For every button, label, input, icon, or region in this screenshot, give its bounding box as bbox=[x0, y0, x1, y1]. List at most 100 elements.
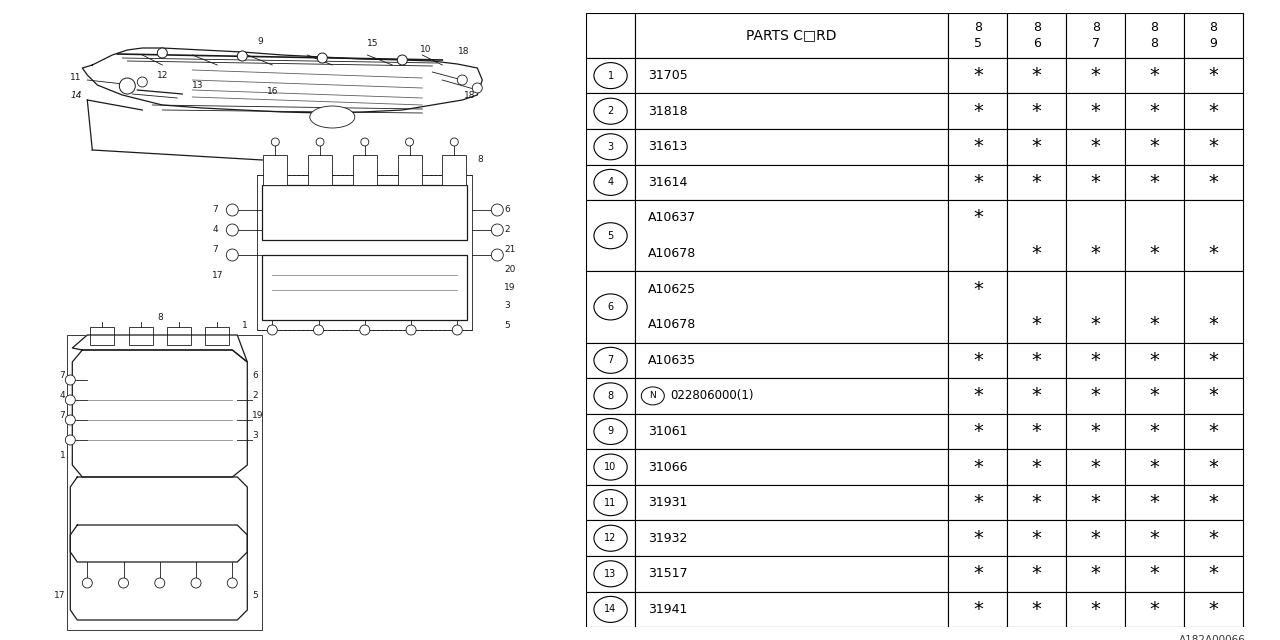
Text: *: * bbox=[973, 493, 983, 512]
Text: *: * bbox=[1208, 387, 1219, 405]
Bar bbox=[1007, 58, 1066, 93]
Circle shape bbox=[119, 78, 136, 94]
Bar bbox=[1125, 485, 1184, 520]
Bar bbox=[948, 520, 1007, 556]
Circle shape bbox=[360, 325, 370, 335]
Bar bbox=[353, 155, 376, 185]
Text: 3: 3 bbox=[504, 301, 509, 310]
Text: 3: 3 bbox=[608, 142, 613, 152]
Text: 18: 18 bbox=[465, 90, 476, 99]
Text: *: * bbox=[1149, 600, 1160, 619]
Text: 15: 15 bbox=[367, 40, 379, 49]
Text: 31705: 31705 bbox=[648, 69, 687, 82]
Text: *: * bbox=[1208, 173, 1219, 192]
Bar bbox=[1007, 13, 1066, 58]
Bar bbox=[1184, 556, 1243, 591]
Text: A10635: A10635 bbox=[648, 354, 696, 367]
Text: *: * bbox=[973, 173, 983, 192]
Text: 31931: 31931 bbox=[648, 496, 687, 509]
Circle shape bbox=[82, 578, 92, 588]
Bar bbox=[586, 164, 635, 200]
Circle shape bbox=[271, 138, 279, 146]
Bar bbox=[1066, 129, 1125, 164]
Text: *: * bbox=[973, 564, 983, 583]
Text: *: * bbox=[1091, 244, 1101, 263]
Text: *: * bbox=[1091, 316, 1101, 334]
Bar bbox=[635, 520, 948, 556]
Bar bbox=[1007, 378, 1066, 413]
Bar bbox=[635, 164, 948, 200]
Text: *: * bbox=[973, 600, 983, 619]
Bar bbox=[948, 164, 1007, 200]
Text: PARTS C□RD: PARTS C□RD bbox=[746, 28, 837, 42]
Bar bbox=[948, 129, 1007, 164]
Text: *: * bbox=[1091, 458, 1101, 477]
Bar bbox=[635, 413, 948, 449]
Text: 8: 8 bbox=[1151, 37, 1158, 50]
Text: 9: 9 bbox=[608, 426, 613, 436]
Bar bbox=[1184, 93, 1243, 129]
Bar bbox=[166, 327, 191, 345]
Text: *: * bbox=[1208, 316, 1219, 334]
Text: A182A00066: A182A00066 bbox=[1179, 636, 1245, 640]
Text: 31941: 31941 bbox=[648, 603, 687, 616]
Bar bbox=[948, 342, 1007, 378]
Bar bbox=[1066, 271, 1125, 342]
Text: *: * bbox=[1091, 600, 1101, 619]
Bar bbox=[1184, 342, 1243, 378]
Text: *: * bbox=[1208, 493, 1219, 512]
Bar bbox=[635, 556, 948, 591]
Text: *: * bbox=[1208, 244, 1219, 263]
Text: *: * bbox=[1032, 244, 1042, 263]
Text: *: * bbox=[1091, 422, 1101, 441]
Bar bbox=[1007, 485, 1066, 520]
Text: *: * bbox=[1149, 529, 1160, 548]
Bar bbox=[1066, 520, 1125, 556]
Bar bbox=[128, 327, 152, 345]
Text: *: * bbox=[973, 458, 983, 477]
Text: 31818: 31818 bbox=[648, 105, 687, 118]
Bar bbox=[586, 271, 635, 342]
Bar bbox=[1066, 591, 1125, 627]
Text: A10678: A10678 bbox=[648, 247, 696, 260]
Text: 17: 17 bbox=[212, 271, 224, 280]
Text: *: * bbox=[1091, 493, 1101, 512]
Circle shape bbox=[237, 51, 247, 61]
Text: *: * bbox=[973, 529, 983, 548]
Bar bbox=[1066, 342, 1125, 378]
Text: 8: 8 bbox=[1092, 21, 1100, 34]
Bar bbox=[1125, 129, 1184, 164]
Text: 20: 20 bbox=[504, 266, 516, 275]
Text: A10678: A10678 bbox=[648, 318, 696, 332]
Text: *: * bbox=[1032, 493, 1042, 512]
Bar bbox=[1125, 413, 1184, 449]
Text: 9: 9 bbox=[1210, 37, 1217, 50]
Bar bbox=[398, 155, 421, 185]
Text: 4: 4 bbox=[212, 225, 218, 234]
Text: 7: 7 bbox=[608, 355, 613, 365]
Bar bbox=[948, 449, 1007, 485]
Circle shape bbox=[594, 294, 627, 320]
Bar bbox=[257, 175, 472, 330]
Bar bbox=[1066, 556, 1125, 591]
Text: 17: 17 bbox=[54, 591, 65, 600]
Text: *: * bbox=[1208, 529, 1219, 548]
Bar bbox=[1007, 129, 1066, 164]
Bar bbox=[635, 58, 948, 93]
Circle shape bbox=[65, 375, 76, 385]
Text: 8: 8 bbox=[1033, 21, 1041, 34]
Text: 13: 13 bbox=[192, 81, 204, 90]
Bar bbox=[635, 449, 948, 485]
Bar bbox=[948, 13, 1007, 58]
Text: 4: 4 bbox=[608, 177, 613, 188]
Text: *: * bbox=[1032, 458, 1042, 477]
Circle shape bbox=[317, 53, 328, 63]
Text: 3: 3 bbox=[252, 431, 259, 440]
Text: 12: 12 bbox=[604, 533, 617, 543]
Text: 19: 19 bbox=[252, 410, 264, 419]
Bar bbox=[91, 327, 114, 345]
Bar bbox=[948, 93, 1007, 129]
Bar bbox=[948, 556, 1007, 591]
Circle shape bbox=[492, 204, 503, 216]
Text: 8: 8 bbox=[157, 314, 163, 323]
